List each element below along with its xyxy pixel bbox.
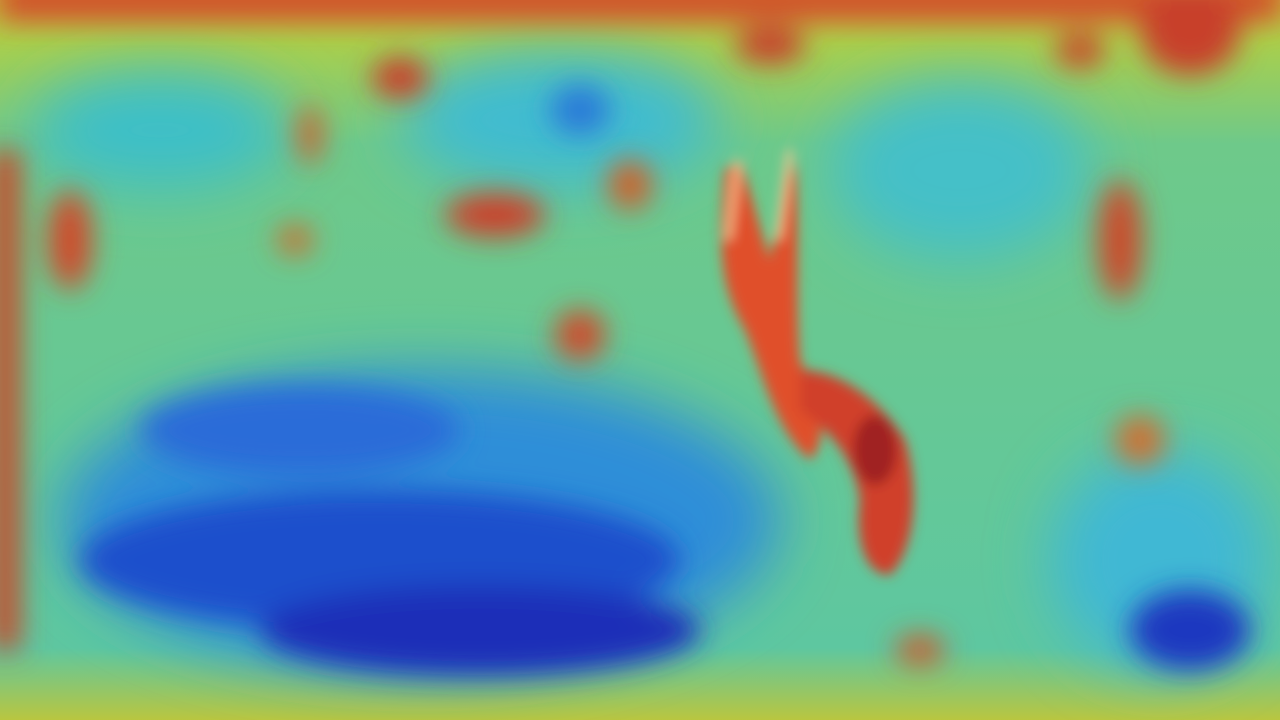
hot-spot — [372, 58, 428, 98]
deep-blue-regions — [80, 85, 1250, 675]
hot-spot — [445, 193, 545, 237]
hot-spot — [277, 225, 313, 255]
shrimp-body — [721, 160, 821, 460]
blue-region — [260, 585, 700, 675]
hot-spot — [1098, 180, 1142, 300]
shrimp — [721, 149, 914, 575]
hot-spot — [1055, 32, 1105, 68]
hot-spot — [735, 27, 805, 63]
hot-spot — [608, 160, 652, 210]
blue-region — [140, 385, 460, 475]
left-band — [0, 150, 20, 650]
hot-spot — [1140, 0, 1240, 75]
hot-spot — [48, 190, 92, 290]
cyan-region — [30, 70, 290, 190]
hot-regions — [0, 0, 1280, 665]
hot-spot — [555, 310, 605, 360]
top-band — [0, 0, 1280, 20]
blue-spot — [550, 85, 610, 135]
hot-spot — [298, 105, 322, 165]
claw — [725, 159, 741, 241]
cyan-region — [830, 80, 1090, 260]
hot-spot — [895, 635, 945, 665]
claw — [775, 149, 793, 241]
blue-region — [1130, 590, 1250, 670]
hot-spot — [1115, 415, 1165, 465]
shrimp-dark — [853, 415, 897, 485]
